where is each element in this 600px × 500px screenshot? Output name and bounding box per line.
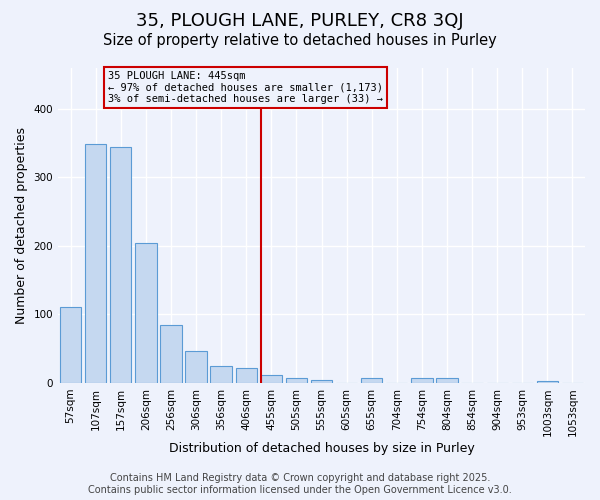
Bar bbox=[311, 380, 332, 383]
Bar bbox=[185, 350, 207, 383]
Bar bbox=[436, 378, 458, 383]
Bar bbox=[85, 144, 106, 383]
Bar bbox=[411, 378, 433, 383]
Bar bbox=[536, 381, 558, 383]
Bar bbox=[135, 243, 157, 383]
Bar bbox=[286, 378, 307, 383]
Bar bbox=[160, 324, 182, 383]
Text: Contains HM Land Registry data © Crown copyright and database right 2025.
Contai: Contains HM Land Registry data © Crown c… bbox=[88, 474, 512, 495]
Text: Size of property relative to detached houses in Purley: Size of property relative to detached ho… bbox=[103, 32, 497, 48]
Bar bbox=[236, 368, 257, 383]
Bar bbox=[60, 307, 81, 383]
Text: 35 PLOUGH LANE: 445sqm
← 97% of detached houses are smaller (1,173)
3% of semi-d: 35 PLOUGH LANE: 445sqm ← 97% of detached… bbox=[108, 71, 383, 104]
Bar bbox=[110, 147, 131, 383]
X-axis label: Distribution of detached houses by size in Purley: Distribution of detached houses by size … bbox=[169, 442, 475, 455]
Text: 35, PLOUGH LANE, PURLEY, CR8 3QJ: 35, PLOUGH LANE, PURLEY, CR8 3QJ bbox=[136, 12, 464, 30]
Bar bbox=[260, 376, 282, 383]
Bar bbox=[211, 366, 232, 383]
Y-axis label: Number of detached properties: Number of detached properties bbox=[15, 126, 28, 324]
Bar bbox=[361, 378, 382, 383]
